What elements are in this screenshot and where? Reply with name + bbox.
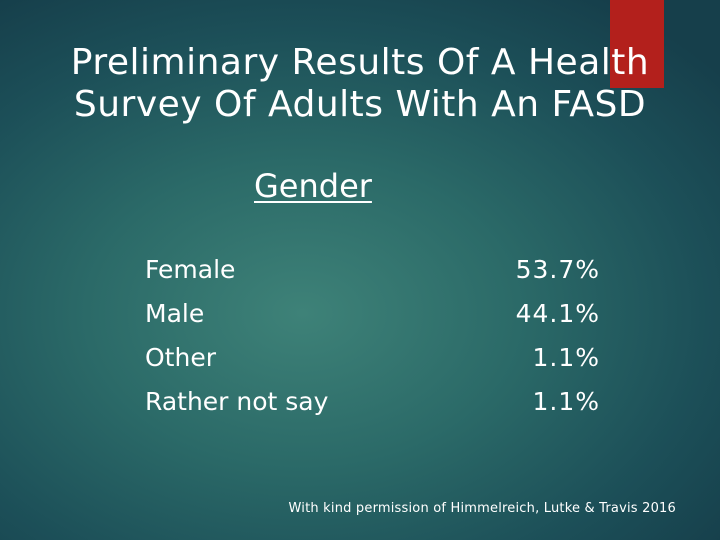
table-row: Rather not say 1.1% (145, 380, 600, 424)
section-heading: Gender (254, 167, 372, 205)
table-row: Male 44.1% (145, 292, 600, 336)
table-row: Other 1.1% (145, 336, 600, 380)
slide-title: Preliminary Results Of A Health Survey O… (0, 42, 720, 126)
gender-table: Female 53.7% Male 44.1% Other 1.1% Rathe… (145, 248, 600, 424)
row-label: Female (145, 255, 236, 284)
row-label: Other (145, 343, 216, 372)
footnote: With kind permission of Himmelreich, Lut… (288, 501, 676, 516)
row-value: 1.1% (532, 387, 600, 416)
title-line-1: Preliminary Results Of A Health (70, 42, 650, 83)
row-label: Rather not say (145, 387, 329, 416)
title-line-2: Survey Of Adults With An FASD (73, 84, 647, 125)
accent-bar (610, 0, 664, 88)
table-row: Female 53.7% (145, 248, 600, 292)
row-label: Male (145, 299, 205, 328)
row-value: 1.1% (532, 343, 600, 372)
row-value: 53.7% (515, 255, 600, 284)
row-value: 44.1% (515, 299, 600, 328)
